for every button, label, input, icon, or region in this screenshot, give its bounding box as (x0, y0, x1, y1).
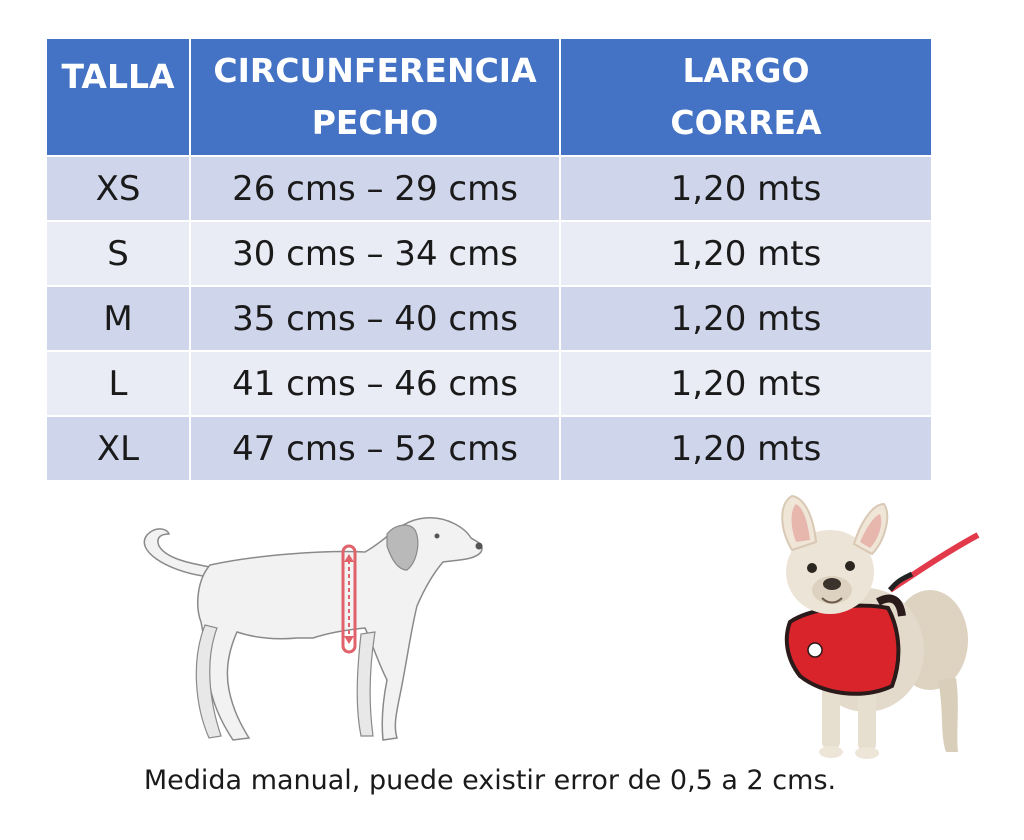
french-bulldog-harness-photo-icon (781, 494, 980, 759)
table-row: L 41 cms – 46 cms 1,20 mts (47, 350, 931, 417)
header-circunferencia-line1: CIRCUNFERENCIA (213, 51, 537, 90)
chest-cell: 35 cms – 40 cms (189, 285, 561, 352)
size-table: TALLA CIRCUNFERENCIA PECHO LARGO CORREA XS… (47, 39, 931, 482)
leash-cell: 1,20 mts (559, 285, 931, 352)
measurement-note: Medida manual, puede existir error de 0,… (143, 765, 837, 796)
size-cell: XS (47, 155, 191, 222)
leash-cell: 1,20 mts (559, 220, 931, 287)
chest-cell: 41 cms – 46 cms (189, 350, 561, 417)
leash-cell: 1,20 mts (559, 350, 931, 417)
header-talla-label: TALLA (61, 57, 175, 96)
chest-cell: 26 cms – 29 cms (189, 155, 561, 222)
table-row: XL 47 cms – 52 cms 1,20 mts (47, 415, 931, 482)
header-largo-line1: LARGO (682, 51, 810, 90)
chest-cell: 47 cms – 52 cms (189, 415, 561, 482)
header-circunferencia-line2: PECHO (311, 103, 439, 142)
size-cell: S (47, 220, 191, 287)
leash-cell: 1,20 mts (559, 415, 931, 482)
header-largo-line2: CORREA (670, 103, 822, 142)
size-cell: M (47, 285, 191, 352)
dog-chest-measurement-diagram-icon (143, 517, 483, 741)
leash-cell: 1,20 mts (559, 155, 931, 222)
chest-cell: 30 cms – 34 cms (189, 220, 561, 287)
table-row: S 30 cms – 34 cms 1,20 mts (47, 220, 931, 287)
header-largo-correa: LARGO CORREA (559, 39, 931, 157)
table-header-row: TALLA CIRCUNFERENCIA PECHO LARGO CORREA (47, 39, 931, 157)
header-talla: TALLA (47, 39, 191, 157)
table-row: M 35 cms – 40 cms 1,20 mts (47, 285, 931, 352)
table-row: XS 26 cms – 29 cms 1,20 mts (47, 155, 931, 222)
header-circunferencia-pecho: CIRCUNFERENCIA PECHO (189, 39, 561, 157)
size-cell: XL (47, 415, 191, 482)
size-cell: L (47, 350, 191, 417)
